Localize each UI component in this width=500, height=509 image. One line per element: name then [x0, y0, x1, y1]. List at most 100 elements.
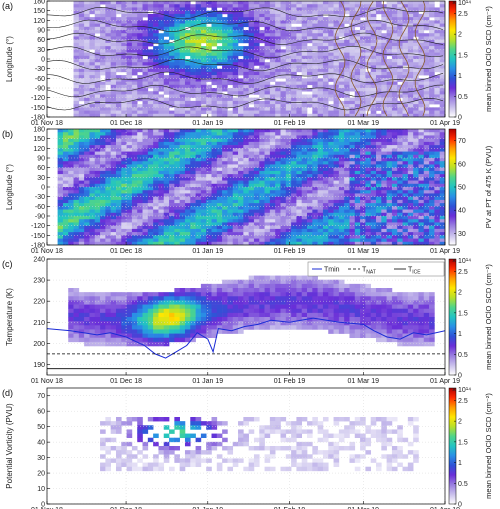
heatmap-cell: [84, 4, 90, 8]
heatmap-cell: [381, 91, 387, 95]
heatmap-cell: [126, 154, 133, 159]
heatmap-cell: [179, 222, 186, 226]
heatmap-cell: [232, 154, 239, 159]
heatmap-cell: [423, 107, 430, 111]
heatmap-cell: [307, 212, 313, 217]
heatmap-cell: [190, 199, 196, 204]
heatmap-cell: [200, 241, 207, 245]
heatmap-cell: [73, 167, 80, 172]
heatmap-cell: [413, 94, 419, 98]
heatmap-cell: [429, 55, 435, 60]
heatmap-cell: [269, 238, 276, 243]
heatmap-cell: [291, 187, 297, 191]
heatmap-cell: [349, 46, 356, 50]
heatmap-cell: [264, 94, 271, 98]
heatmap-cell: [275, 30, 281, 34]
heatmap-cell: [381, 161, 387, 165]
heatmap-cell: [153, 100, 159, 105]
heatmap-cell: [296, 193, 303, 197]
heatmap-cell: [163, 151, 170, 156]
heatmap-cell: [301, 154, 308, 159]
heatmap-cell: [110, 68, 117, 73]
heatmap-cell: [216, 203, 223, 207]
heatmap-cell: [402, 167, 409, 172]
heatmap-cell: [78, 33, 85, 37]
heatmap-cell: [153, 132, 159, 136]
heatmap-cell: [423, 62, 430, 66]
heatmap-cell: [269, 62, 276, 66]
heatmap-cell: [333, 180, 340, 185]
heatmap-cell: [333, 141, 340, 146]
heatmap-cell: [301, 71, 308, 76]
heatmap-cell: [307, 13, 313, 18]
heatmap-cell: [360, 104, 366, 108]
heatmap-cell: [121, 164, 127, 168]
heatmap-cell: [386, 65, 393, 69]
heatmap-cell: [312, 4, 318, 8]
heatmap-cell: [275, 228, 281, 233]
heatmap-cell: [360, 78, 366, 82]
heatmap-cell: [370, 59, 377, 63]
heatmap-cell: [190, 20, 196, 24]
heatmap-cell: [280, 49, 287, 53]
heatmap-cell: [184, 187, 191, 191]
heatmap-cell: [307, 68, 313, 73]
heatmap-cell: [434, 91, 440, 95]
heatmap-cell: [376, 49, 382, 53]
heatmap-cell: [169, 62, 175, 66]
heatmap-cell: [291, 193, 297, 197]
heatmap-cell: [301, 222, 308, 226]
heatmap-cell: [169, 212, 175, 217]
heatmap-cell: [391, 154, 398, 159]
heatmap-cell: [317, 1, 324, 5]
heatmap-cell: [174, 219, 180, 223]
heatmap-cell: [195, 20, 202, 24]
heatmap-cell: [275, 91, 281, 95]
heatmap-cell: [89, 228, 96, 233]
heatmap-cell: [285, 55, 292, 60]
heatmap-cell: [62, 129, 69, 133]
heatmap-cell: [126, 148, 133, 152]
heatmap-cell: [312, 65, 318, 69]
heatmap-cell: [253, 235, 260, 239]
heatmap-cell: [184, 4, 191, 8]
heatmap-cell: [413, 212, 419, 217]
heatmap-cell: [179, 212, 186, 217]
heatmap-cell: [211, 1, 218, 5]
heatmap-cell: [84, 158, 90, 162]
heatmap-cell: [264, 148, 271, 152]
heatmap-cell: [100, 196, 106, 201]
heatmap-cell: [227, 94, 234, 98]
heatmap-cell: [174, 62, 180, 66]
heatmap-cell: [418, 241, 425, 245]
heatmap-cell: [163, 203, 170, 207]
heatmap-cell: [137, 170, 143, 175]
heatmap-cell: [280, 104, 287, 108]
heatmap-cell: [126, 13, 133, 18]
heatmap-cell: [137, 212, 143, 217]
heatmap-cell: [216, 36, 223, 40]
heatmap-cell: [174, 84, 180, 89]
heatmap-cell: [376, 187, 382, 191]
heatmap-cell: [338, 154, 345, 159]
heatmap-cell: [296, 36, 303, 40]
heatmap-cell: [137, 158, 143, 162]
heatmap-cell: [158, 158, 165, 162]
heatmap-cell: [84, 161, 90, 165]
heatmap-cell: [89, 84, 96, 89]
heatmap-cell: [333, 4, 340, 8]
heatmap-cell: [349, 4, 356, 8]
heatmap-cell: [238, 187, 244, 191]
heatmap-cell: [216, 183, 223, 188]
heatmap-cell: [333, 183, 340, 188]
heatmap-cell: [222, 167, 228, 172]
heatmap-cell: [94, 151, 101, 156]
heatmap-cell: [227, 81, 234, 86]
heatmap-cell: [126, 228, 133, 233]
heatmap-cell: [248, 212, 255, 217]
heatmap-cell: [206, 180, 212, 185]
heatmap-cell: [291, 104, 297, 108]
heatmap-cell: [73, 94, 80, 98]
heatmap-cell: [328, 52, 334, 57]
heatmap-cell: [200, 49, 207, 53]
